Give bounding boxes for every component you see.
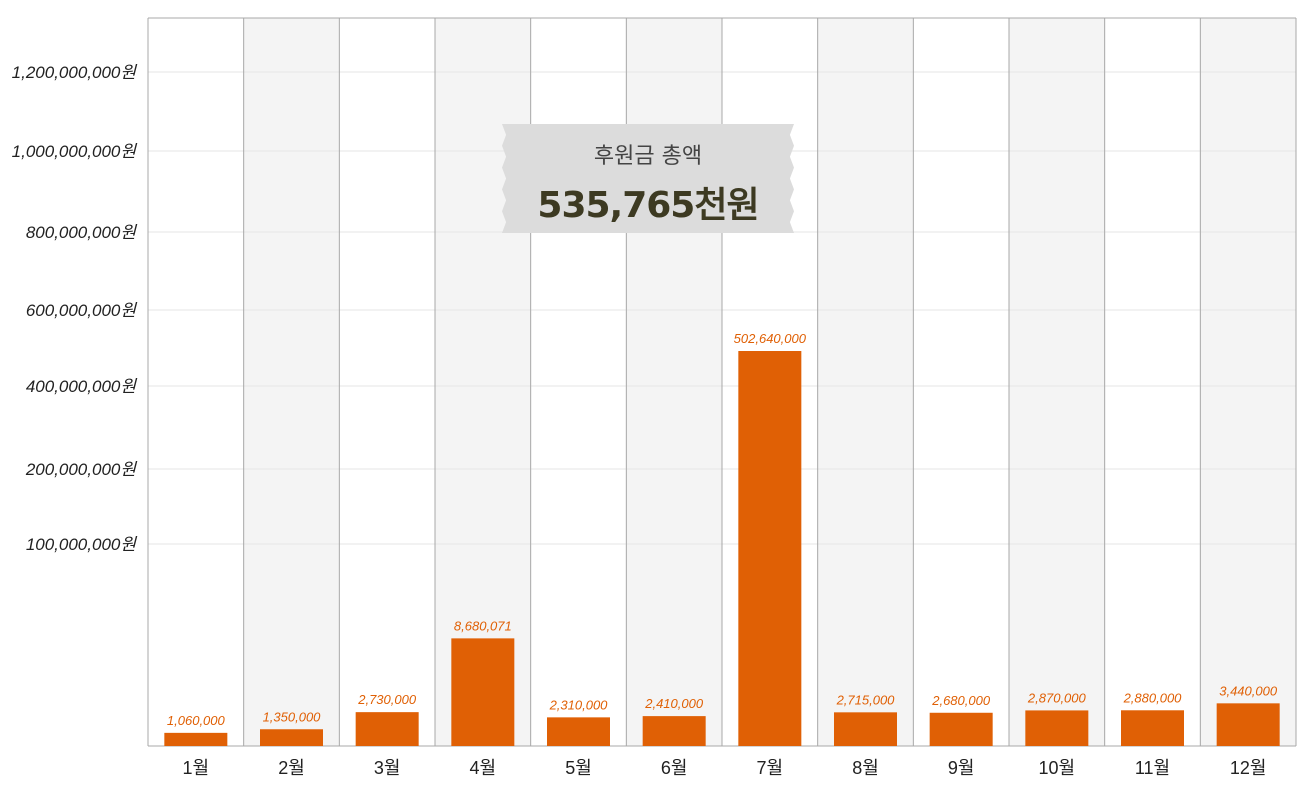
total-donation-banner: 후원금 총액 535,765천원	[502, 124, 794, 233]
y-tick-label: 1,000,000,000원	[12, 142, 138, 161]
bars	[164, 351, 1280, 746]
x-tick-label: 12월	[1230, 758, 1267, 778]
bar	[164, 732, 228, 746]
y-tick-label: 200,000,000원	[25, 460, 138, 479]
bar-value-label: 2,730,000	[357, 692, 417, 707]
x-tick-label: 7월	[757, 758, 784, 778]
bar-value-label: 502,640,000	[734, 331, 807, 346]
category-band	[817, 18, 914, 746]
bar-value-label: 2,870,000	[1027, 690, 1087, 705]
bar	[1121, 710, 1184, 746]
bar-value-label: 3,440,000	[1219, 683, 1278, 698]
bar	[642, 716, 706, 746]
y-axis: 100,000,000원 200,000,000원 400,000,000원 600,…	[12, 63, 138, 554]
bar	[355, 712, 419, 746]
x-tick-label: 5월	[565, 758, 592, 778]
bar	[260, 729, 323, 746]
y-tick-label: 100,000,000원	[26, 535, 138, 554]
total-donation-label: 후원금 총액	[593, 144, 703, 169]
y-tick-label: 600,000,000원	[26, 301, 138, 320]
x-tick-label: 9월	[948, 758, 975, 778]
bar-value-label: 2,310,000	[549, 697, 609, 712]
x-tick-label: 11월	[1135, 758, 1170, 778]
bar-value-label: 1,350,000	[263, 709, 322, 724]
x-tick-label: 2월	[278, 758, 305, 778]
bar-value-label: 2,880,000	[1123, 690, 1183, 705]
x-tick-label: 3월	[374, 758, 401, 778]
plot-frame	[147, 17, 1297, 747]
bar-value-label: 2,715,000	[836, 692, 896, 707]
category-band	[243, 18, 340, 746]
bar-value-label: 2,680,000	[931, 693, 991, 708]
bar-value-label: 8,680,071	[454, 618, 512, 633]
x-tick-label: 10월	[1039, 758, 1076, 778]
total-donation-value: 535,765천원	[537, 185, 759, 226]
data-labels: 1,060,000 1,350,000 2,730,000 8,680,071 2,31…	[167, 331, 1278, 728]
bar	[547, 717, 610, 746]
category-band	[148, 18, 244, 746]
y-tick-label: 1,200,000,000원	[12, 63, 138, 82]
y-tick-label: 400,000,000원	[26, 377, 138, 396]
category-band	[913, 18, 1009, 746]
bar-value-label: 2,410,000	[644, 696, 704, 711]
category-band	[339, 18, 435, 746]
category-band	[1104, 18, 1201, 746]
bar	[451, 638, 515, 746]
x-tick-label: 6월	[661, 758, 688, 778]
x-tick-label: 4월	[470, 758, 497, 778]
bar-value-label: 1,060,000	[167, 713, 226, 728]
y-tick-label: 800,000,000원	[26, 223, 138, 242]
x-axis: 1월 2월 3월 4월 5월 6월 7월 8월 9월 10월 11월 12월	[183, 758, 1267, 778]
category-band	[1200, 18, 1296, 746]
bar	[834, 712, 897, 746]
bar	[929, 712, 993, 746]
category-band	[1009, 18, 1105, 746]
bar	[738, 351, 802, 746]
x-tick-label: 8월	[852, 758, 879, 778]
x-tick-label: 1월	[183, 758, 210, 778]
bar	[1025, 710, 1089, 746]
bar	[1216, 703, 1280, 746]
